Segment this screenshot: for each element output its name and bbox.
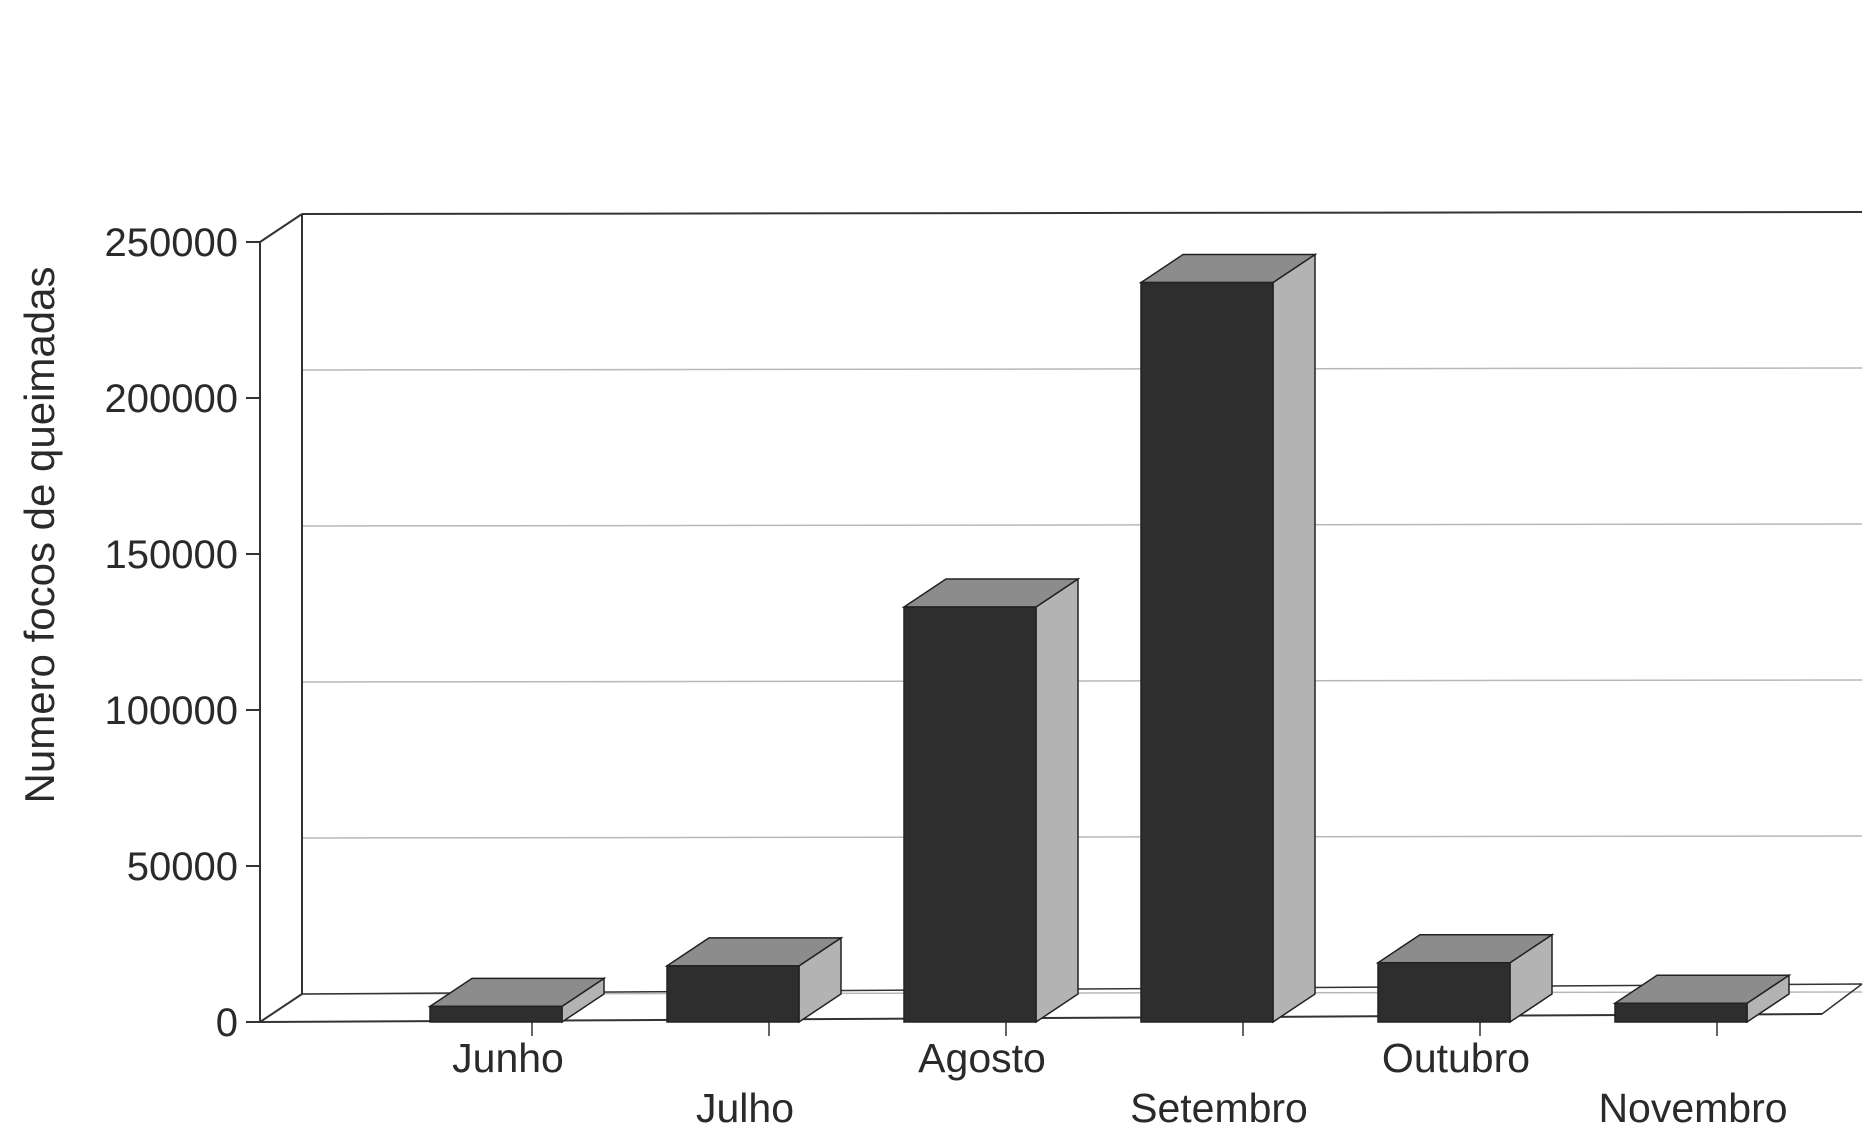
y-tick-label: 250000 — [105, 221, 238, 265]
y-tick-label: 100000 — [105, 689, 238, 733]
gridlines — [301, 211, 1863, 995]
category-label: Novembro — [1598, 1085, 1787, 1131]
y-tick-label: 50000 — [127, 845, 238, 889]
bar — [1612, 973, 1792, 1024]
bar-front — [1614, 1002, 1748, 1023]
category-label: Outubro — [1382, 1035, 1530, 1081]
category-label: Agosto — [918, 1035, 1046, 1081]
category-label: Julho — [696, 1085, 794, 1131]
y-tick-label: 200000 — [105, 377, 238, 421]
bar — [664, 936, 844, 1024]
gridline — [301, 835, 1863, 839]
floor-right-edge — [1821, 983, 1863, 1015]
category-labels: Junho Julho Agosto Setembro Outubro Novembro — [452, 1035, 1787, 1131]
y-axis-label: Numero focos de queimadas — [16, 267, 63, 804]
floor-left-edge — [259, 993, 303, 1023]
top-left-edge — [259, 213, 303, 243]
gridline — [301, 211, 1863, 215]
bar-front — [903, 606, 1037, 1023]
category-label: Setembro — [1130, 1085, 1308, 1131]
gridline — [301, 679, 1863, 683]
gridline — [301, 367, 1863, 371]
bar — [427, 976, 607, 1024]
y-tick-labels: 0 50000 100000 150000 200000 250000 — [105, 221, 238, 1045]
bar — [901, 577, 1081, 1024]
category-label: Junho — [452, 1035, 564, 1081]
bar — [1138, 253, 1318, 1024]
y-tick-label: 150000 — [105, 533, 238, 577]
gridline — [301, 523, 1863, 527]
bar-front — [666, 965, 800, 1023]
bar-side — [1272, 253, 1316, 1024]
bar — [1375, 933, 1555, 1024]
bar-front — [429, 1005, 563, 1023]
bar-side — [1035, 577, 1079, 1024]
bar-front — [1377, 961, 1511, 1023]
y-tick-label: 0 — [216, 1001, 238, 1045]
bar-front — [1140, 281, 1274, 1023]
bars — [427, 253, 1792, 1024]
